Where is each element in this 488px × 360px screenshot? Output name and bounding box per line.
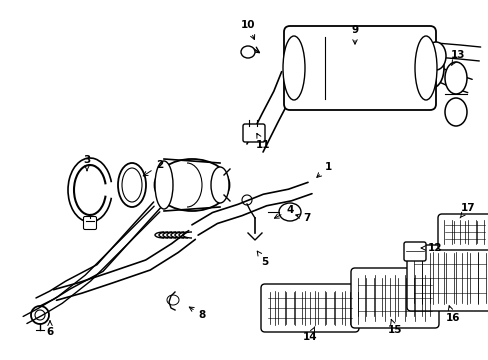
FancyBboxPatch shape — [243, 124, 264, 142]
Ellipse shape — [122, 168, 142, 202]
Ellipse shape — [419, 48, 443, 88]
Ellipse shape — [444, 98, 466, 126]
Text: 4: 4 — [274, 205, 293, 218]
Ellipse shape — [241, 46, 254, 58]
FancyBboxPatch shape — [284, 26, 435, 110]
Text: 1: 1 — [316, 162, 331, 177]
Text: 6: 6 — [46, 321, 54, 337]
FancyBboxPatch shape — [83, 216, 96, 230]
Text: 14: 14 — [302, 327, 317, 342]
Text: 5: 5 — [257, 251, 268, 267]
Text: 16: 16 — [445, 306, 459, 323]
FancyBboxPatch shape — [437, 214, 488, 250]
FancyBboxPatch shape — [261, 284, 358, 332]
Text: 17: 17 — [459, 203, 474, 218]
Text: 9: 9 — [351, 25, 358, 44]
Text: 3: 3 — [83, 155, 90, 171]
Ellipse shape — [444, 62, 466, 94]
Ellipse shape — [425, 42, 445, 70]
Text: 11: 11 — [255, 134, 270, 150]
Ellipse shape — [414, 36, 436, 100]
Text: 7: 7 — [295, 213, 310, 223]
Ellipse shape — [210, 167, 228, 203]
FancyBboxPatch shape — [403, 242, 425, 261]
Text: 15: 15 — [387, 319, 402, 335]
Ellipse shape — [279, 203, 301, 221]
Text: 13: 13 — [450, 50, 464, 65]
Ellipse shape — [155, 161, 173, 209]
Text: 2: 2 — [143, 160, 163, 176]
Ellipse shape — [118, 163, 146, 207]
Text: 12: 12 — [420, 243, 441, 253]
Ellipse shape — [283, 36, 305, 100]
Text: 10: 10 — [240, 20, 255, 40]
Text: 8: 8 — [189, 307, 205, 320]
FancyBboxPatch shape — [350, 268, 438, 328]
Ellipse shape — [154, 159, 229, 211]
FancyBboxPatch shape — [406, 245, 488, 311]
